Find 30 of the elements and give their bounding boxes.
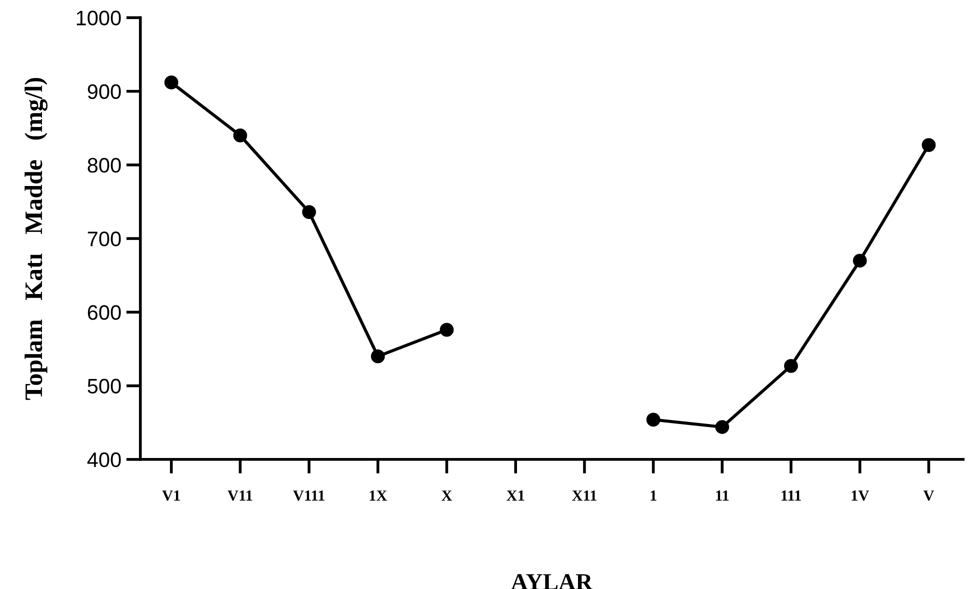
point xyxy=(370,349,385,364)
point xyxy=(784,358,798,373)
x-tick-label: 11 xyxy=(716,490,729,501)
y-tick-label: 900 xyxy=(88,84,121,100)
x-tick-label: X11 xyxy=(572,490,596,501)
y-tick-label: 1000 xyxy=(76,10,121,26)
point xyxy=(852,254,867,268)
x-tick-label: V xyxy=(923,490,934,501)
x-tick-label: 111 xyxy=(782,490,801,501)
point xyxy=(646,412,660,427)
x-tick-label: V11 xyxy=(228,490,252,501)
x-tick-label: V111 xyxy=(293,490,324,501)
point xyxy=(440,322,454,337)
point xyxy=(164,76,178,90)
x-tick-label: X1 xyxy=(506,490,524,501)
point xyxy=(233,128,248,142)
point xyxy=(715,420,730,434)
y-tick-label: 600 xyxy=(88,305,121,320)
x-tick-label: 1V xyxy=(852,490,870,501)
x-tick-label: V1 xyxy=(162,490,180,501)
y-tick-label: 800 xyxy=(88,158,121,173)
y-tick-label: 500 xyxy=(88,378,121,394)
x-tick-label: 1X xyxy=(370,490,388,501)
y-tick-label: 700 xyxy=(88,232,121,246)
x-tick-label: X xyxy=(442,490,452,501)
point xyxy=(302,205,316,219)
point xyxy=(922,138,936,152)
x-tick-label: 1 xyxy=(650,490,656,501)
y-tick-label: 400 xyxy=(87,452,121,468)
y-axis-title: Toplam Katı Madde (mg/l) xyxy=(24,78,48,400)
